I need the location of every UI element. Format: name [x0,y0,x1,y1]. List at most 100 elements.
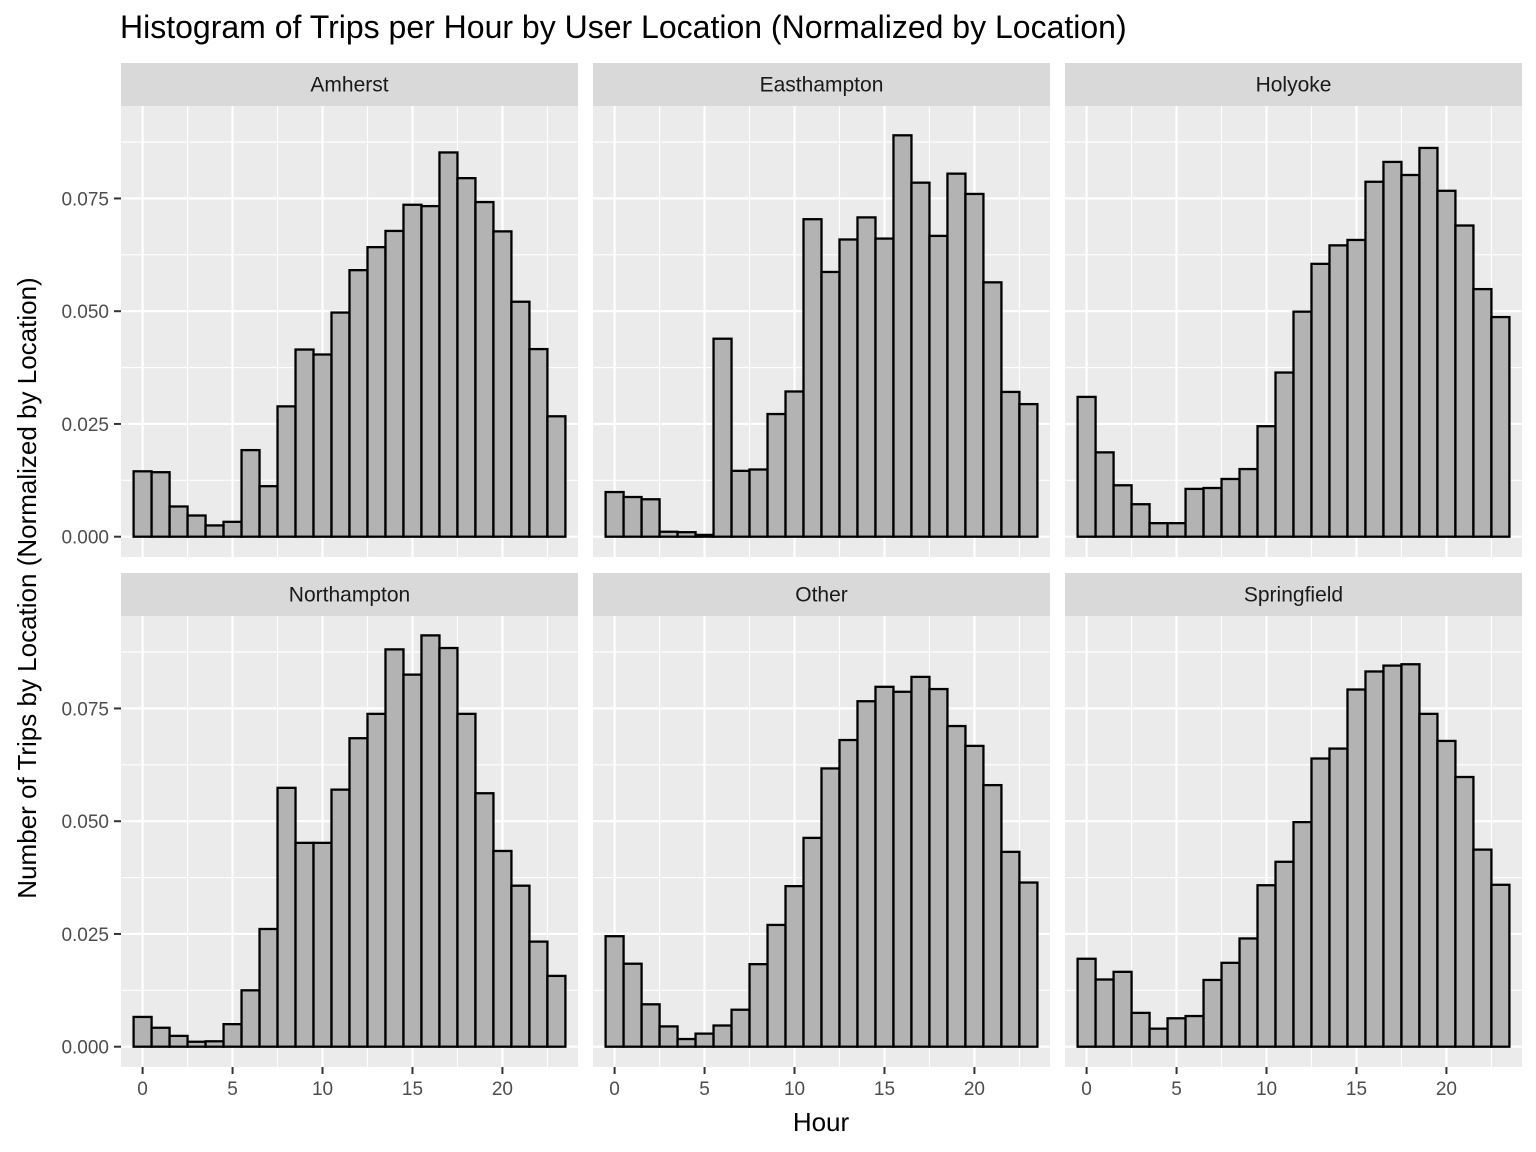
facet-label: Amherst [310,74,388,97]
histogram-bar [366,712,387,1048]
histogram-bar [838,238,859,538]
histogram-bar [820,767,841,1048]
histogram-bar [1112,970,1133,1048]
histogram-bar [276,405,297,538]
x-tick-label: 5 [699,1079,710,1100]
histogram-bar [748,468,769,538]
histogram-bar [204,1040,225,1048]
histogram-bar [258,927,279,1048]
y-tick-label: 0.000 [61,528,109,549]
histogram-bar [1418,146,1439,538]
histogram-bar [222,1023,243,1048]
histogram-bar [312,353,333,538]
histogram-bar [874,685,895,1048]
facet-panels: Amherst Easthampton Holyoke Northampton Othe… [121,63,1522,1067]
histogram-bar [366,246,387,538]
histogram-bar [802,836,823,1048]
histogram-bar [676,1037,697,1048]
histogram-bar [1000,850,1021,1048]
facet-strip [593,63,1050,106]
histogram-bar [712,1024,733,1048]
histogram-bar [1346,238,1367,538]
histogram-bar [384,648,405,1048]
histogram-bar [1076,957,1097,1048]
histogram-bar [1094,451,1115,538]
facet-label: Northampton [289,584,410,607]
histogram-bar [694,1032,715,1048]
x-tick-label: 0 [609,1079,620,1100]
histogram-bar [1112,484,1133,538]
chart-title: Histogram of Trips per Hour by User Loca… [120,9,1127,45]
histogram-bar [1310,262,1331,538]
histogram-bar [1436,739,1457,1048]
histogram-bar [402,203,423,538]
histogram-bar [784,884,805,1048]
histogram-bar [1166,1017,1187,1048]
x-tick-label: 15 [1346,1079,1367,1100]
histogram-bar [658,530,679,538]
histogram-bar [528,347,549,538]
histogram-bar [1238,937,1259,1048]
histogram-bar [1436,189,1457,538]
facet-panel: Other [593,573,1050,1067]
histogram-bar [186,514,207,538]
histogram-bar [546,415,567,538]
histogram-bar [622,495,643,538]
histogram-bar [910,675,931,1048]
histogram-bar [240,989,261,1048]
x-tick-label: 20 [1436,1079,1457,1100]
histogram-bar [1148,522,1169,538]
histogram-bar [474,792,495,1048]
histogram-bar [820,270,841,538]
histogram-bar [438,646,459,1048]
y-axes: 0.000 0.025 0.050 0.075 0.000 0.025 0.050 0.075 [61,189,121,1059]
histogram-bar [658,1025,679,1048]
histogram-bar [748,963,769,1048]
histogram-bar [330,788,351,1048]
histogram-bar [1400,173,1421,538]
facet-strip [121,573,578,616]
x-tick-label: 10 [1256,1079,1277,1100]
histogram-bar [604,490,625,538]
histogram-bar [964,744,985,1048]
histogram-bar [1018,402,1039,538]
x-tick-label: 20 [492,1079,513,1100]
histogram-bar [1130,1011,1151,1048]
facet-label: Easthampton [760,74,884,97]
histogram-bar [456,177,477,538]
histogram-bar [474,200,495,538]
histogram-bar [1274,371,1295,538]
histogram-bar [766,923,787,1048]
facet-strip [121,63,578,106]
histogram-bar [874,237,895,538]
histogram-bar [1202,978,1223,1048]
histogram-bar [420,204,441,538]
histogram-bar [330,311,351,538]
facet-strip [1065,63,1522,106]
facet-label: Other [795,584,848,607]
histogram-bar [420,634,441,1048]
histogram-bar [622,962,643,1048]
histogram-bar [982,281,1003,538]
histogram-bar [348,269,369,538]
histogram-bar [1256,884,1277,1048]
histogram-bar [1292,820,1313,1048]
histogram-bar [294,841,315,1048]
facet-panel: Northampton [121,573,578,1067]
histogram-bar [928,234,949,538]
y-tick-label: 0.025 [61,415,109,436]
histogram-bar [928,687,949,1048]
x-axis-title: Hour [793,1107,850,1137]
facet-panel: Holyoke [1065,63,1522,557]
histogram-bar [1454,775,1475,1048]
facet-strip [1065,573,1522,616]
histogram-bar [676,531,697,538]
histogram-bar [456,712,477,1048]
histogram-bar [150,1026,171,1048]
histogram-bar [1490,315,1511,538]
histogram-bar [1148,1027,1169,1048]
y-tick-label: 0.050 [61,812,109,833]
histogram-bar [1364,670,1385,1048]
